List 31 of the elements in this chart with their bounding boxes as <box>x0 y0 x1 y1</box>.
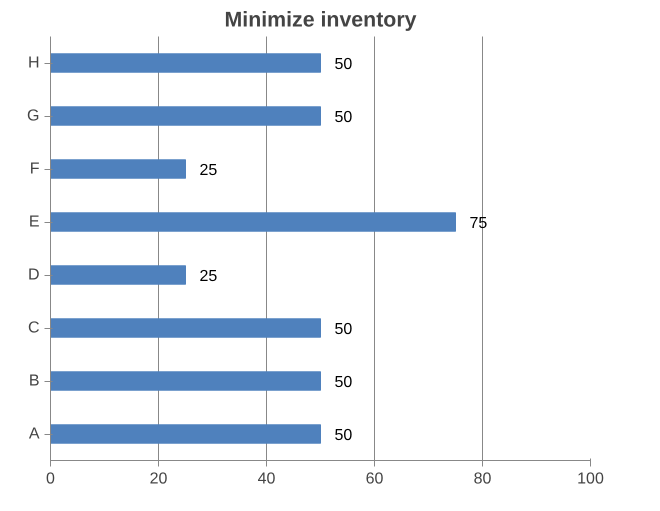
chart-title: Minimize inventory <box>224 8 417 32</box>
data-label: 50 <box>334 109 352 126</box>
x-tick-label: 60 <box>366 470 384 488</box>
bar <box>50 53 321 73</box>
data-label: 25 <box>200 268 218 285</box>
x-tick-label: 20 <box>150 470 168 488</box>
data-label: 50 <box>334 374 352 391</box>
x-tick-label: 100 <box>577 470 604 488</box>
bar <box>50 265 186 285</box>
data-label: 50 <box>334 427 352 444</box>
y-tick-label: C <box>28 320 40 336</box>
y-tick-label: G <box>27 108 40 124</box>
x-tick-label: 80 <box>474 470 492 488</box>
data-label: 50 <box>334 56 352 73</box>
data-label: 50 <box>334 321 352 338</box>
bar <box>50 159 186 179</box>
y-tick-label: H <box>28 54 40 72</box>
bar <box>50 106 321 126</box>
y-tick-label: A <box>28 426 40 442</box>
y-tick-label: E <box>28 214 40 230</box>
y-tick-label: B <box>28 372 40 390</box>
y-tick-label: D <box>28 266 40 284</box>
bar <box>50 318 321 338</box>
x-tick-label: 40 <box>258 470 276 488</box>
bar <box>50 371 321 391</box>
bar <box>50 424 321 444</box>
x-tick-label: 0 <box>46 470 56 488</box>
data-label: 25 <box>200 162 218 179</box>
y-tick-label: F <box>30 160 40 178</box>
data-label: 75 <box>470 215 488 232</box>
bar <box>50 212 456 232</box>
